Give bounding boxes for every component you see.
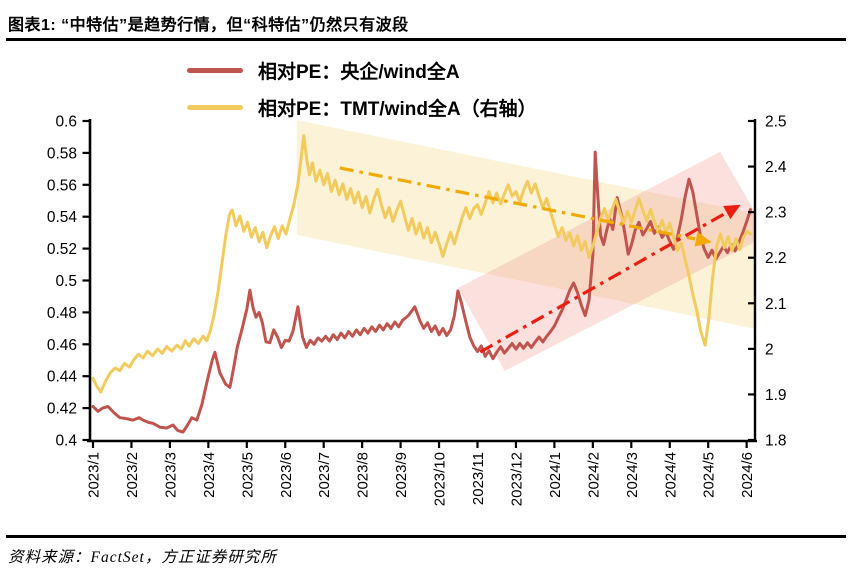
x-axis-tick-label: 2023/3 [162, 452, 179, 498]
left-axis-tick-label: 0.42 [47, 401, 77, 418]
soe-uptrend-arrow-head-icon [723, 204, 741, 220]
chart-legend: 相对PE：央企/wind全A 相对PE：TMT/wind全A（右轴） [187, 52, 537, 126]
tmt-line-swatch-icon [187, 105, 243, 110]
x-axis-tick-label: 2024/6 [739, 452, 756, 498]
x-axis-tick-label: 2023/4 [201, 452, 218, 498]
legend-label-tmt: 相对PE：TMT/wind全A（右轴） [258, 99, 537, 120]
left-axis-tick-label: 0.44 [47, 369, 78, 386]
right-axis-tick-label: 2.4 [765, 159, 787, 176]
x-axis-tick-label: 2024/2 [585, 452, 602, 498]
x-axis-tick-label: 2023/2 [124, 452, 141, 498]
x-axis-tick-label: 2023/11 [470, 452, 487, 505]
left-axis-tick-label: 0.52 [47, 241, 77, 258]
x-axis-tick-label: 2023/7 [316, 452, 333, 498]
left-axis-tick-label: 0.5 [55, 273, 77, 290]
soe-relative-pe-line [91, 150, 752, 434]
right-axis-tick-label: 1.9 [765, 387, 787, 404]
title-divider [6, 38, 846, 41]
left-axis-tick-label: 0.56 [47, 177, 77, 194]
x-axis-tick-label: 2023/1 [86, 452, 103, 498]
x-axis-tick-label: 2023/10 [432, 452, 449, 506]
left-axis-tick-label: 0.58 [47, 145, 77, 162]
right-axis-tick-label: 1.8 [765, 433, 787, 450]
x-axis-tick-label: 2024/4 [662, 452, 679, 498]
left-axis-tick-label: 0.6 [55, 114, 77, 131]
right-axis-tick-label: 2.5 [765, 114, 787, 131]
tmt-downtrend-arrow [339, 166, 696, 241]
x-axis-tick-label: 2023/9 [393, 452, 410, 498]
soe-uptrend-arrow [479, 211, 727, 354]
soe-uptrend-band [457, 151, 756, 371]
legend-item-tmt: 相对PE：TMT/wind全A（右轴） [187, 89, 537, 126]
x-axis-tick-label: 2023/8 [355, 452, 372, 498]
right-axis-tick-label: 2.2 [765, 250, 787, 267]
right-axis-tick-label: 2.3 [765, 205, 787, 222]
left-axis-tick-label: 0.54 [47, 209, 78, 226]
tmt-relative-pe-line [91, 134, 752, 394]
left-axis-tick-label: 0.46 [47, 337, 77, 354]
right-axis-tick-label: 2 [765, 341, 774, 358]
legend-label-soe: 相对PE：央企/wind全A [258, 62, 460, 83]
left-axis-tick-label: 0.4 [55, 433, 77, 450]
x-axis-tick-label: 2023/6 [278, 452, 295, 498]
figure-source: 资料来源：FactSet，方正证券研究所 [8, 549, 277, 566]
source-divider [6, 535, 846, 538]
x-axis-tick-label: 2024/5 [701, 452, 718, 498]
tmt-downtrend-band [296, 120, 756, 329]
right-axis-tick-label: 2.1 [765, 296, 787, 313]
x-axis-tick-label: 2024/1 [547, 452, 564, 498]
soe-line-swatch-icon [187, 68, 243, 73]
x-axis-tick-label: 2023/12 [508, 452, 525, 506]
x-axis-tick-label: 2023/5 [239, 452, 256, 498]
tmt-downtrend-arrow-head-icon [694, 231, 712, 247]
x-axis-tick-label: 2024/3 [624, 452, 641, 498]
figure-title: 图表1: “中特估”是趋势行情，但“科特估”仍然只有波段 [8, 17, 409, 34]
legend-item-soe: 相对PE：央企/wind全A [187, 52, 537, 89]
left-axis-tick-label: 0.48 [47, 305, 77, 322]
